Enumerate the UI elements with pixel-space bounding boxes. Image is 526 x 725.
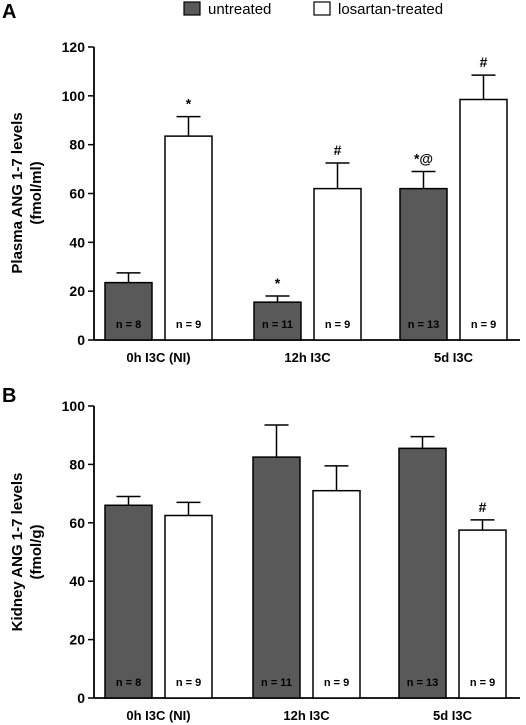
panel-a-ylabel-line1: Plasma ANG 1-7 levels xyxy=(9,112,26,273)
n-label: n = 8 xyxy=(116,677,141,689)
n-label: n = 13 xyxy=(407,677,439,689)
bar-untreated xyxy=(104,281,153,341)
n-label: n = 9 xyxy=(470,677,495,689)
n-label: n = 8 xyxy=(116,319,141,331)
y-tick-label: 0 xyxy=(77,690,85,706)
legend: untreated losartan-treated xyxy=(183,1,443,18)
bar-losartan-treated xyxy=(458,529,507,699)
n-label: n = 11 xyxy=(261,677,292,689)
n-label: n = 11 xyxy=(262,319,293,331)
n-label: n = 9 xyxy=(325,319,350,331)
n-label: n = 9 xyxy=(176,677,201,689)
n-label: n = 13 xyxy=(408,319,440,331)
significance-annotation: # xyxy=(480,54,488,70)
panel-a-ylabel-line2: (fmol/ml) xyxy=(28,161,45,224)
bar-losartan-treated xyxy=(164,514,213,699)
bar-untreated xyxy=(398,447,447,699)
bar-untreated xyxy=(104,504,153,699)
y-tick-label: 40 xyxy=(69,234,85,250)
significance-annotation: # xyxy=(334,142,342,158)
y-tick-label: 100 xyxy=(62,398,86,414)
category-label: 12h I3C xyxy=(284,350,331,365)
significance-annotation: * xyxy=(275,275,281,291)
y-tick-label: 60 xyxy=(69,515,85,531)
y-tick-label: 80 xyxy=(69,137,85,153)
bar-losartan-treated xyxy=(313,187,362,341)
significance-annotation: *@ xyxy=(414,151,433,167)
y-tick-label: 120 xyxy=(62,39,86,55)
y-tick-label: 40 xyxy=(69,573,85,589)
category-label: 0h I3C (NI) xyxy=(126,708,190,723)
y-tick-label: 20 xyxy=(69,632,85,648)
category-label: 5d I3C xyxy=(433,708,473,723)
category-label: 5d I3C xyxy=(434,350,474,365)
category-label: 12h I3C xyxy=(283,708,330,723)
panel-b-letter: B xyxy=(2,385,16,407)
panel-a-plasma-chart: Plasma ANG 1-7 levels (fmol/ml) 0 20 40 60 8… xyxy=(9,39,520,365)
legend-swatch-untreated xyxy=(183,1,201,16)
bar-untreated xyxy=(399,187,448,341)
legend-label-losartan: losartan-treated xyxy=(338,1,443,18)
panel-b-ylabel-line2: (fmol/g) xyxy=(28,525,45,580)
bar-untreated xyxy=(253,301,302,341)
bar-losartan-treated xyxy=(459,98,508,341)
significance-annotation: * xyxy=(186,96,192,112)
n-label: n = 9 xyxy=(471,319,496,331)
n-label: n = 9 xyxy=(176,319,201,331)
category-label: 0h I3C (NI) xyxy=(126,350,190,365)
panel-b-kidney-chart: Kidney ANG 1-7 levels (fmol/g) 0 20 40 60 80… xyxy=(9,398,520,723)
n-label: n = 9 xyxy=(324,677,349,689)
bar-losartan-treated xyxy=(312,489,361,699)
legend-swatch-losartan xyxy=(313,1,331,16)
y-tick-label: 100 xyxy=(62,88,86,104)
bar-losartan-treated xyxy=(164,135,213,341)
y-tick-label: 60 xyxy=(69,186,85,202)
y-tick-label: 0 xyxy=(77,332,85,348)
panel-a-letter: A xyxy=(2,1,16,23)
panel-b-ylabel-line1: Kidney ANG 1-7 levels xyxy=(9,473,26,632)
bar-untreated xyxy=(252,456,301,699)
y-tick-label: 20 xyxy=(69,283,85,299)
significance-annotation: # xyxy=(479,499,487,515)
legend-label-untreated: untreated xyxy=(208,1,271,18)
y-tick-label: 80 xyxy=(69,456,85,472)
